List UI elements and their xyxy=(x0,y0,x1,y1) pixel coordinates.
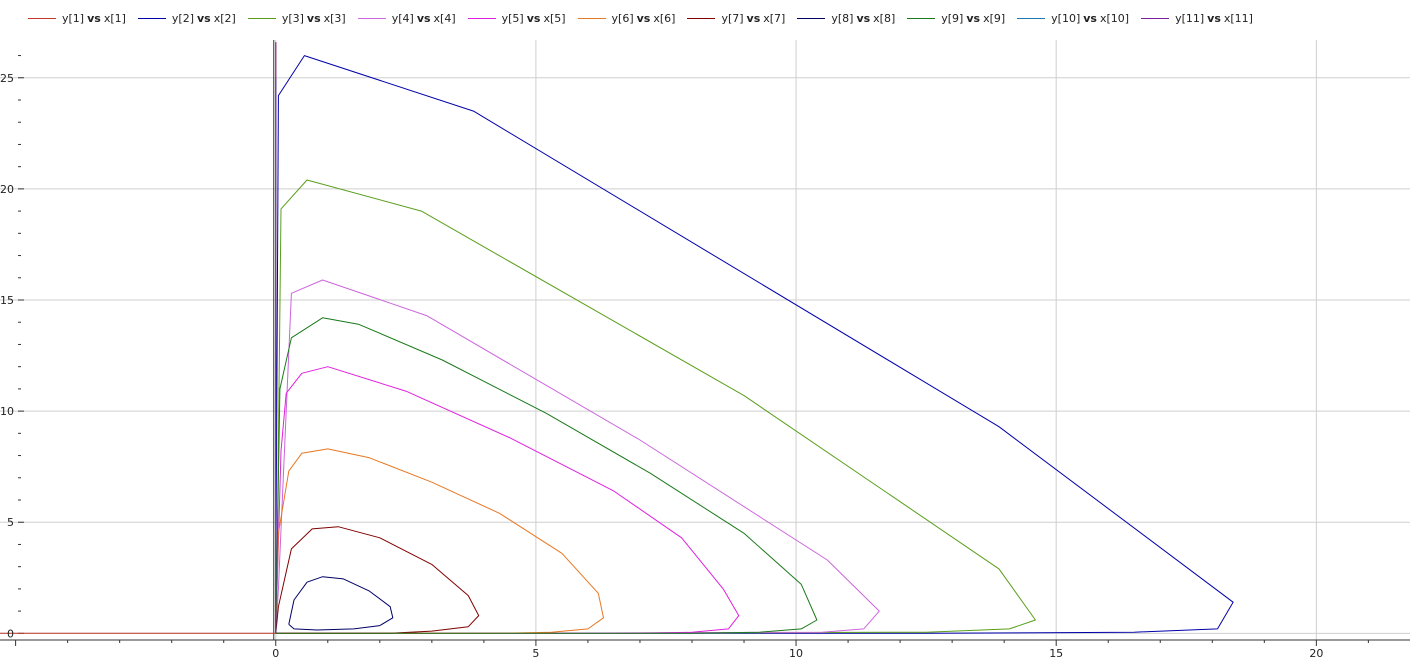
legend-item-8: y[8] vs x[8] xyxy=(797,12,895,25)
series-line-6 xyxy=(275,448,604,634)
legend-y-name: y[9] xyxy=(941,11,964,25)
legend-y-name: y[3] xyxy=(281,11,304,25)
legend-vs: vs xyxy=(856,11,871,25)
series-line-8 xyxy=(288,576,394,631)
legend-x-name: x[1] xyxy=(103,11,126,25)
legend-swatch xyxy=(137,17,166,19)
y-tick-label: 0 xyxy=(7,627,14,640)
x-tick-label: 15 xyxy=(1049,647,1063,660)
y-tick-label: 20 xyxy=(0,183,14,196)
y-tick-label: 25 xyxy=(0,72,14,85)
legend-item-10: y[10] vs x[10] xyxy=(1017,12,1129,25)
legend-y-name: y[6] xyxy=(611,11,634,25)
legend-swatch xyxy=(357,17,386,19)
legend-vs: vs xyxy=(636,11,651,25)
legend-vs: vs xyxy=(1083,11,1097,25)
tick-labels: 0 5 10 15 20 0 5 10 15 20 25 xyxy=(0,72,1323,660)
legend-vs: vs xyxy=(746,11,761,25)
legend-item-3: y[3] vs x[3] xyxy=(247,11,346,25)
legend-swatch xyxy=(687,17,716,19)
legend-x-name: x[8] xyxy=(873,11,896,25)
legend-swatch xyxy=(797,17,826,19)
y-tick-label: 15 xyxy=(0,294,14,307)
legend-swatch xyxy=(1141,17,1170,19)
legend-item-2: y[2] vs x[2] xyxy=(137,11,236,25)
legend-vs: vs xyxy=(416,11,431,25)
legend-vs: vs xyxy=(306,11,321,25)
legend-item-9: y[9] vs x[9] xyxy=(907,12,1005,25)
series-layer xyxy=(0,42,1234,634)
legend-swatch xyxy=(1017,17,1046,19)
legend-item-1: y[1] vs x[1] xyxy=(28,12,126,25)
legend-vs: vs xyxy=(1207,11,1221,25)
legend-y-name: y[2] xyxy=(171,11,194,25)
legend-item-6: y[6] vs x[6] xyxy=(577,11,676,25)
legend-y-name: y[11] xyxy=(1175,11,1205,25)
x-tick-label: 0 xyxy=(272,647,279,660)
axes xyxy=(0,40,1410,646)
series-line-9 xyxy=(275,317,818,634)
legend-swatch xyxy=(577,17,606,19)
legend-item-4: y[4] vs x[4] xyxy=(357,11,456,25)
legend-swatch xyxy=(28,17,56,19)
x-tick-label: 5 xyxy=(532,647,539,660)
legend-swatch xyxy=(907,17,936,19)
legend-vs: vs xyxy=(526,11,541,25)
series-line-5 xyxy=(275,366,740,634)
legend-x-name: x[2] xyxy=(213,11,236,25)
grid-lines xyxy=(0,40,1410,640)
legend-swatch xyxy=(467,17,496,19)
legend-y-name: y[10] xyxy=(1051,11,1081,25)
legend-x-name: x[4] xyxy=(433,11,456,25)
legend-vs: vs xyxy=(197,11,211,25)
legend-x-name: x[5] xyxy=(543,11,566,25)
legend-item-7: y[7] vs x[7] xyxy=(687,12,785,25)
series-line-4 xyxy=(275,279,880,634)
legend-vs: vs xyxy=(87,11,101,25)
legend-y-name: y[1] xyxy=(62,11,85,25)
x-tick-label: 20 xyxy=(1309,647,1323,660)
legend-y-name: y[5] xyxy=(501,11,524,25)
legend-x-name: x[10] xyxy=(1099,11,1130,25)
y-tick-label: 5 xyxy=(7,516,14,529)
legend-x-name: x[9] xyxy=(983,11,1006,25)
series-line-2 xyxy=(275,55,1234,634)
legend-y-name: y[4] xyxy=(391,11,414,25)
legend-x-name: x[11] xyxy=(1223,11,1253,25)
legend-item-11: y[11] vs x[11] xyxy=(1141,12,1253,25)
x-tick-label: 10 xyxy=(789,647,803,660)
legend-y-name: y[8] xyxy=(831,11,854,25)
chart-legend: y[1] vs x[1] y[2] vs x[2] y[3] vs x[3] y[4] vs x[4]… xyxy=(28,6,1265,30)
legend-x-name: x[7] xyxy=(763,11,786,25)
y-tick-label: 10 xyxy=(0,405,14,418)
series-line-1 xyxy=(0,42,277,634)
legend-y-name: y[7] xyxy=(721,11,744,25)
legend-x-name: x[3] xyxy=(323,11,346,25)
legend-vs: vs xyxy=(966,11,981,25)
legend-x-name: x[6] xyxy=(653,11,676,25)
legend-swatch xyxy=(247,17,276,19)
legend-item-5: y[5] vs x[5] xyxy=(467,11,566,25)
series-line-3 xyxy=(275,179,1036,634)
series-line-7 xyxy=(275,526,480,634)
